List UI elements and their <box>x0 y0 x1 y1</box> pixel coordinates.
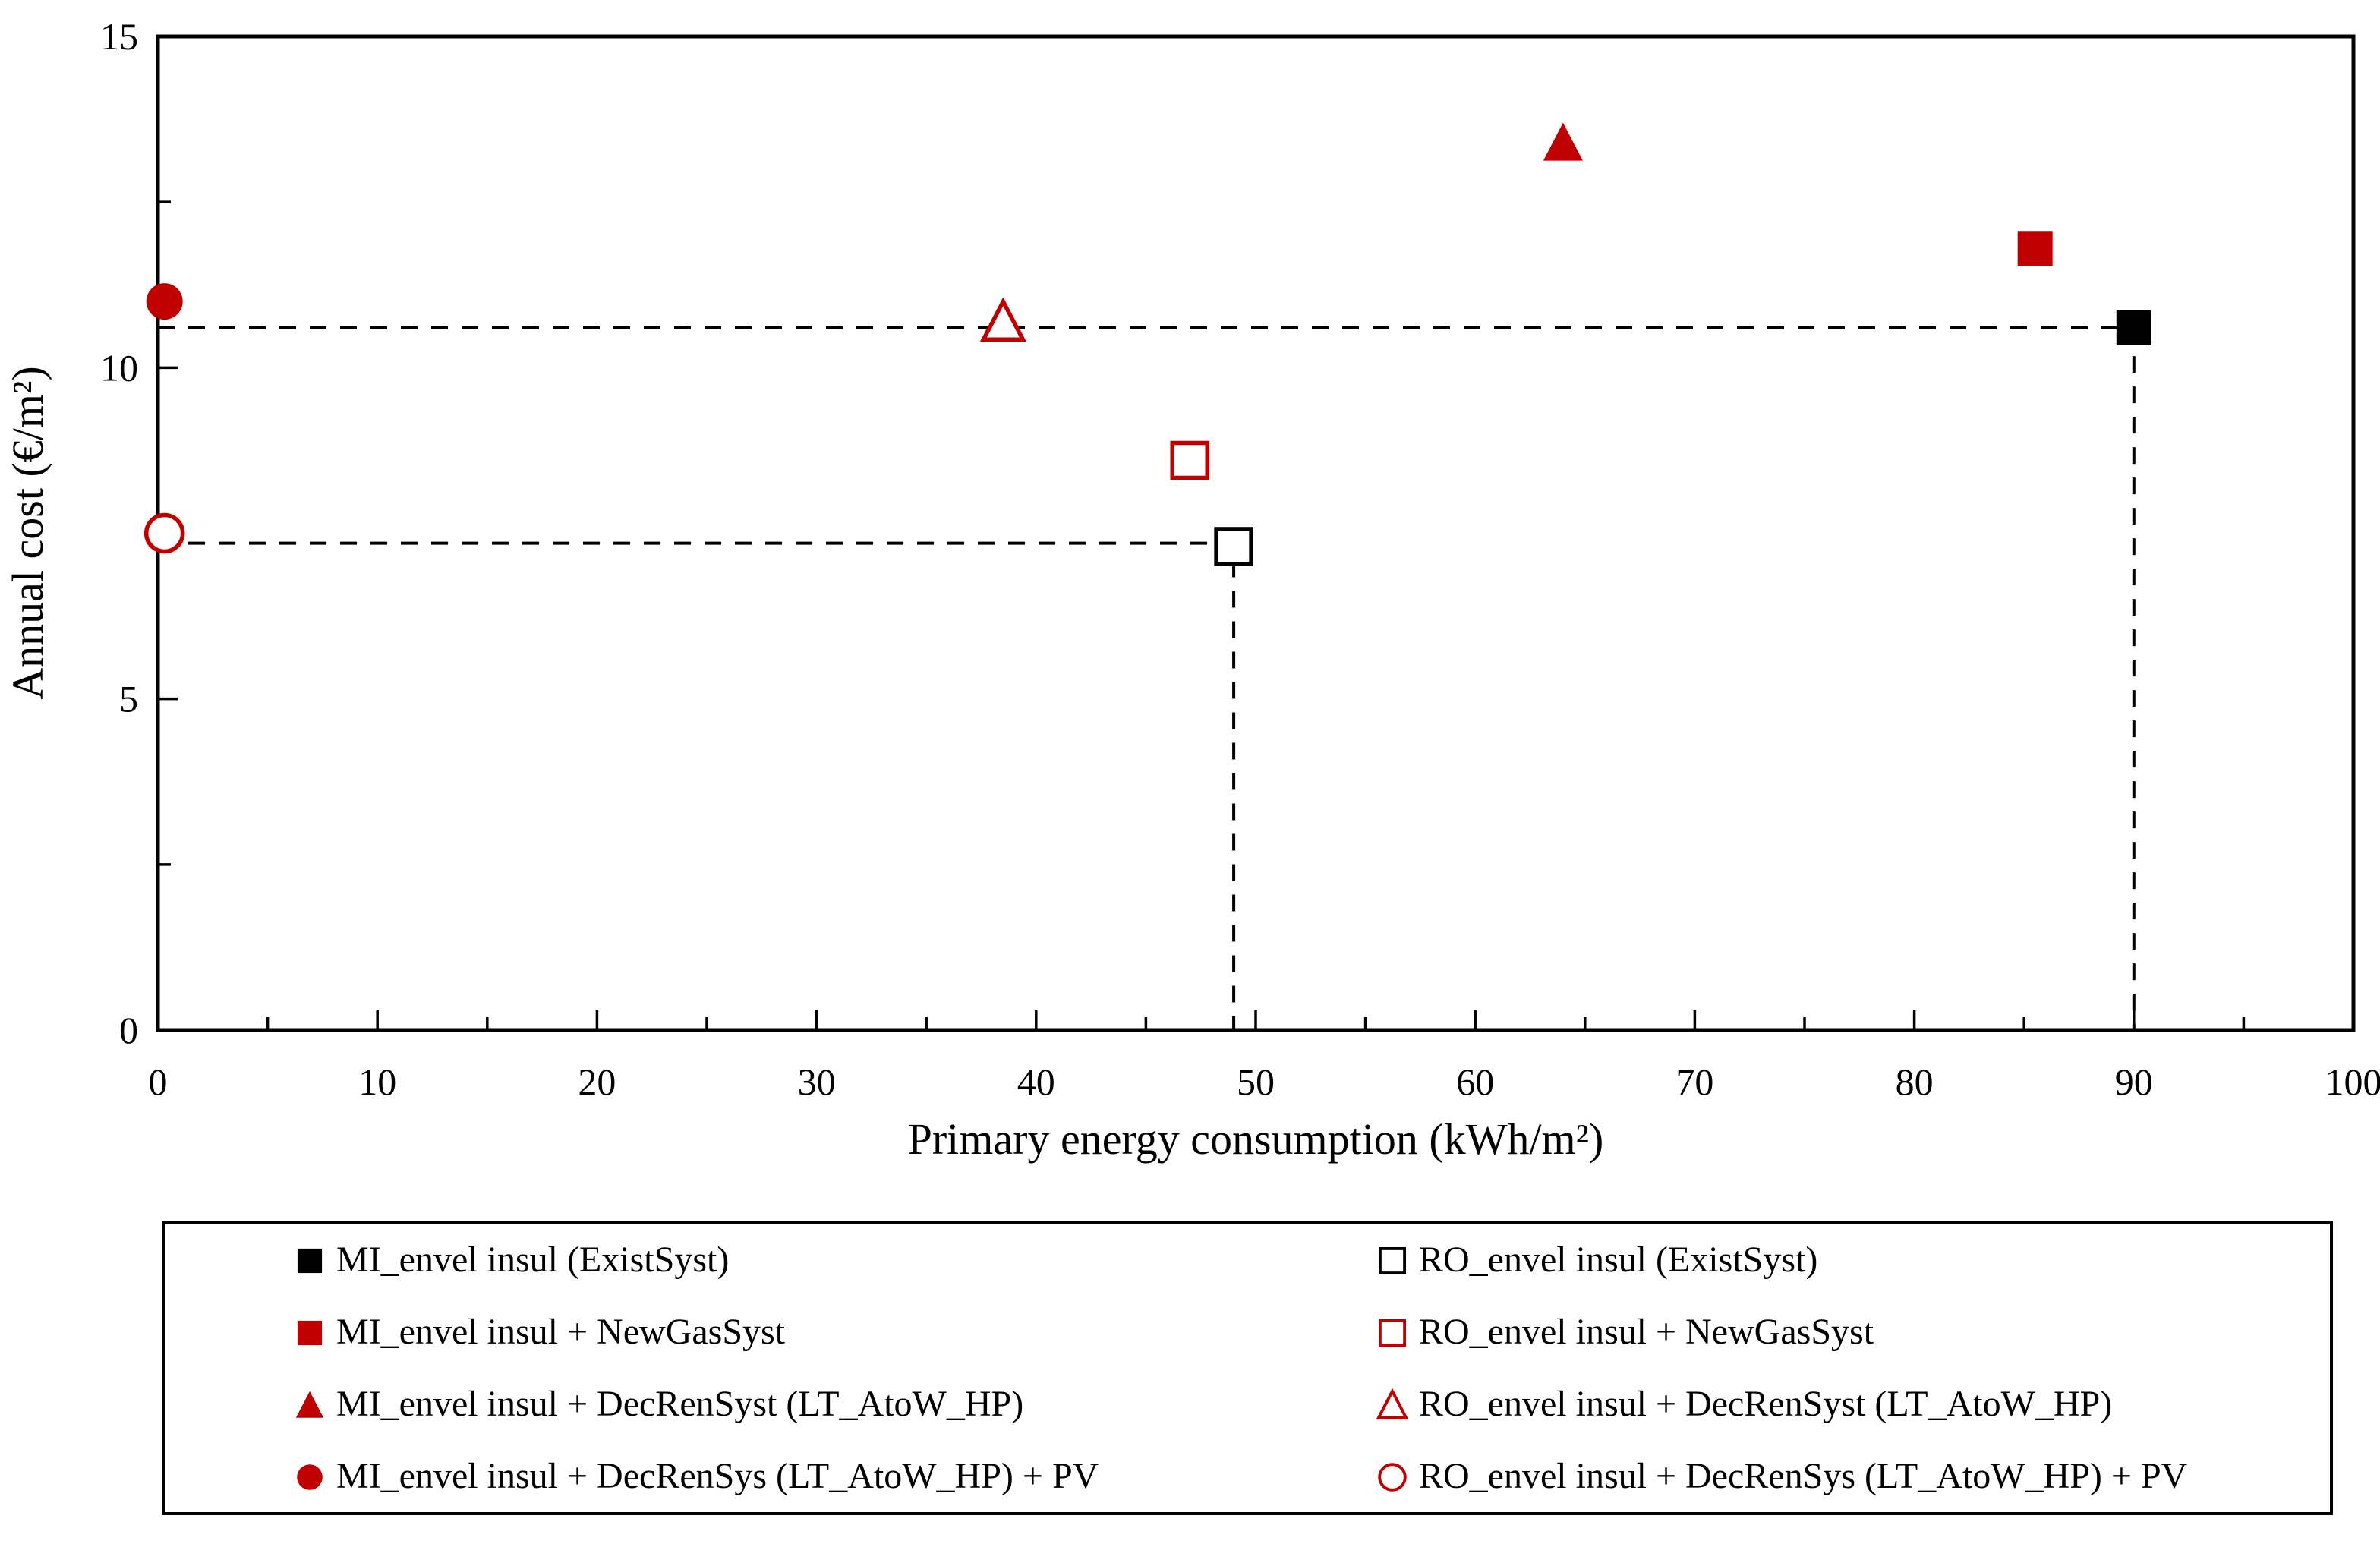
legend-item: MI_envel insul (ExistSyst) <box>165 1224 1247 1296</box>
x-tick-label: 50 <box>1237 1060 1275 1103</box>
filled-square-glyph <box>297 1320 323 1345</box>
plot-area: 0 10 20 30 40 50 60 70 80 90 100 0 5 10 15 <box>100 15 2380 1103</box>
legend-item: MI_envel insul + DecRenSys (LT_AtoW_HP) … <box>165 1440 1247 1512</box>
open-square-glyph <box>1378 1246 1407 1274</box>
open-square-icon <box>1375 1243 1410 1277</box>
x-tick-label: 30 <box>798 1060 836 1103</box>
y-tick-label: 5 <box>119 678 138 720</box>
legend: MI_envel insul (ExistSyst) MI_envel insu… <box>162 1221 2333 1515</box>
legend-label: RO_envel insul + NewGasSyst <box>1419 1311 1874 1352</box>
filled-triangle-glyph <box>295 1391 324 1418</box>
open-square-glyph <box>1378 1319 1407 1347</box>
filled-square-icon <box>292 1243 327 1277</box>
data-point-filled-triangle-s2 <box>1543 122 1583 161</box>
filled-triangle-icon <box>292 1388 327 1421</box>
open-triangle-glyph <box>1376 1388 1409 1419</box>
guide-line-2 <box>158 541 1236 1030</box>
data-point-open-triangle-s6 <box>979 297 1026 342</box>
guide-line-1 <box>158 326 2136 1030</box>
legend-item: RO_envel insul + NewGasSyst <box>1247 1296 2330 1368</box>
scatter-chart: 0 10 20 30 40 50 60 70 80 90 100 0 5 10 15 Primary ene… <box>3 15 2380 1164</box>
legend-label: RO_envel insul (ExistSyst) <box>1419 1239 1818 1280</box>
legend-label: RO_envel insul + DecRenSys (LT_AtoW_HP) … <box>1419 1455 2188 1496</box>
filled-square-icon <box>292 1315 327 1349</box>
x-tick-label: 100 <box>2325 1060 2380 1103</box>
data-point-open-circle-s7 <box>143 512 185 554</box>
open-circle-glyph <box>1378 1462 1407 1492</box>
filled-circle-icon <box>292 1460 327 1493</box>
y-tick-label: 10 <box>100 346 138 389</box>
x-tick-label: 60 <box>1456 1060 1494 1103</box>
open-triangle-icon <box>1375 1388 1410 1421</box>
legend-label: RO_envel insul + DecRenSyst (LT_AtoW_HP) <box>1419 1383 2113 1424</box>
x-tick-label: 90 <box>2115 1060 2153 1103</box>
x-tick-label: 70 <box>1675 1060 1713 1103</box>
y-tick-label: 15 <box>100 15 138 58</box>
data-point-filled-circle-s3 <box>146 283 183 320</box>
x-tick-label: 40 <box>1017 1060 1055 1103</box>
open-square-icon <box>1375 1315 1410 1349</box>
legend-item: MI_envel insul + NewGasSyst <box>165 1296 1247 1368</box>
filled-square-glyph <box>297 1248 323 1273</box>
data-point-open-square-s5 <box>1170 440 1209 480</box>
y-axis-title: Annual cost (€/m²) <box>3 366 52 699</box>
data-point-open-square-s4 <box>1214 527 1253 566</box>
open-circle-icon <box>1375 1460 1410 1493</box>
data-point-filled-square-s0 <box>2116 310 2151 345</box>
legend-item: RO_envel insul (ExistSyst) <box>1247 1224 2330 1296</box>
x-axis-title: Primary energy consumption (kWh/m²) <box>908 1114 1604 1164</box>
legend-item: MI_envel insul + DecRenSyst (LT_AtoW_HP) <box>165 1368 1247 1440</box>
x-tick-label: 0 <box>149 1060 168 1103</box>
data-point-filled-square-s1 <box>2017 231 2053 266</box>
plot-frame <box>156 34 2356 1032</box>
x-tick-label: 20 <box>578 1060 616 1103</box>
y-tick-label: 0 <box>119 1009 138 1051</box>
x-tick-label: 80 <box>1896 1060 1934 1103</box>
legend-item: RO_envel insul + DecRenSyst (LT_AtoW_HP) <box>1247 1368 2330 1440</box>
legend-label: MI_envel insul (ExistSyst) <box>336 1239 730 1280</box>
x-tick-label: 10 <box>358 1060 396 1103</box>
legend-label: MI_envel insul + DecRenSyst (LT_AtoW_HP) <box>336 1383 1024 1424</box>
filled-circle-glyph <box>297 1464 323 1490</box>
legend-label: MI_envel insul + DecRenSys (LT_AtoW_HP) … <box>336 1455 1099 1496</box>
legend-label: MI_envel insul + NewGasSyst <box>336 1311 786 1352</box>
legend-item: RO_envel insul + DecRenSys (LT_AtoW_HP) … <box>1247 1440 2330 1512</box>
